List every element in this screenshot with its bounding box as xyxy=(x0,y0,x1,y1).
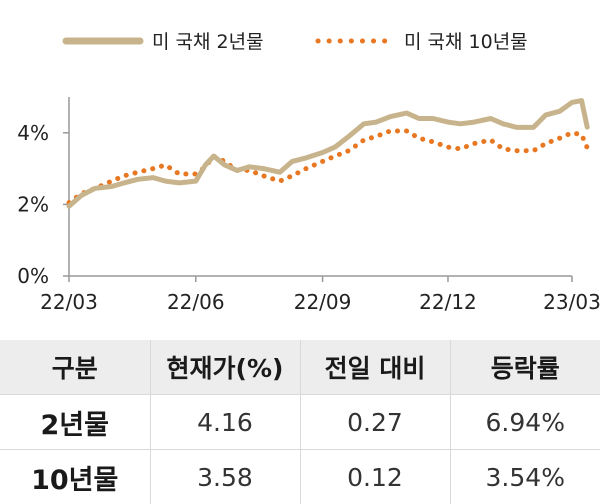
legend-label-2y: 미 국채 2년물 xyxy=(152,31,264,53)
header-price: 현재가(%) xyxy=(150,340,301,395)
x-tick-label: 22/06 xyxy=(167,290,225,314)
row-price: 4.16 xyxy=(150,394,301,450)
row-rate: 3.54% xyxy=(485,462,565,492)
header-change: 전일 대비 xyxy=(300,340,451,395)
legend: 미 국채 2년물 미 국채 10년물 xyxy=(62,31,528,53)
row-label: 2년물 xyxy=(0,394,151,450)
table-row: 2년물 4.16 0.27 6.94% xyxy=(0,394,600,450)
row-price: 3.58 xyxy=(150,449,301,504)
header-category: 구분 xyxy=(0,340,151,395)
table-header-row: 구분 현재가(%) 전일 대비 등락률 xyxy=(0,340,600,395)
x-tick-label: 23/03 xyxy=(543,290,600,314)
x-tick-label: 22/03 xyxy=(40,290,98,314)
y-tick-label: 4% xyxy=(17,121,49,145)
header-rate: 등락률 xyxy=(450,340,600,395)
yield-chart: 미 국채 2년물 미 국채 10년물 0%2%4% 22/03 22/06 22/0… xyxy=(17,31,600,314)
row-label: 10년물 xyxy=(0,449,151,504)
y-tick-label: 2% xyxy=(17,192,49,216)
x-tick-label: 22/09 xyxy=(294,290,352,314)
series-line-10y xyxy=(66,128,590,206)
row-change: 0.27 xyxy=(300,394,451,450)
series-layer xyxy=(66,98,590,209)
y-tick-label: 0% xyxy=(17,264,49,288)
row-change: 0.12 xyxy=(300,449,451,504)
x-tick-label: 22/12 xyxy=(419,290,477,314)
row-rate: 6.94% xyxy=(485,407,565,437)
series-line-2y xyxy=(66,98,590,209)
y-axis-ticks: 0% 2% 4% xyxy=(17,121,69,288)
yield-table: 구분 현재가(%) 전일 대비 등락률 2년물 4.16 0.27 6.94% … xyxy=(0,340,600,504)
table-row: 10년물 3.58 0.12 3.54% xyxy=(0,449,600,504)
x-axis-ticks: 22/03 22/06 22/09 22/12 23/03 xyxy=(40,276,600,314)
legend-label-10y: 미 국채 10년물 xyxy=(404,31,528,53)
